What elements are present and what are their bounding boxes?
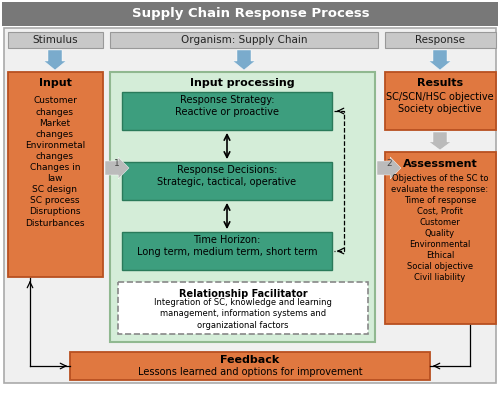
Text: Lessons learned and options for improvement: Lessons learned and options for improvem… <box>138 367 362 377</box>
Bar <box>118 282 368 334</box>
Bar <box>110 32 378 48</box>
Bar <box>2 2 498 26</box>
Text: 2: 2 <box>386 158 392 168</box>
Text: Time Horizon:
Long term, medium term, short term: Time Horizon: Long term, medium term, sh… <box>137 235 318 257</box>
Text: Input: Input <box>38 78 72 88</box>
Polygon shape <box>377 157 401 179</box>
Bar <box>122 162 332 200</box>
Bar <box>70 352 430 380</box>
Bar <box>122 92 332 130</box>
Bar <box>385 32 496 48</box>
Text: Response Decisions:
Strategic, tactical, operative: Response Decisions: Strategic, tactical,… <box>158 165 296 187</box>
Text: 1: 1 <box>114 158 120 168</box>
Bar <box>4 28 496 383</box>
Text: Integration of SC, knowledge and learning
management, information systems and
or: Integration of SC, knowledge and learnin… <box>154 298 332 330</box>
Text: Input processing: Input processing <box>190 78 294 88</box>
Polygon shape <box>105 157 129 179</box>
Bar <box>385 72 496 130</box>
Text: SC/SCN/HSC objective
Society objective: SC/SCN/HSC objective Society objective <box>386 92 494 114</box>
Text: Results: Results <box>417 78 463 88</box>
Bar <box>8 32 103 48</box>
Polygon shape <box>233 50 255 70</box>
Text: Relationship Facilitator: Relationship Facilitator <box>178 289 308 299</box>
Text: Response: Response <box>415 35 465 45</box>
Polygon shape <box>429 50 451 70</box>
Polygon shape <box>44 50 66 70</box>
Bar <box>385 152 496 324</box>
Text: Stimulus: Stimulus <box>32 35 78 45</box>
Text: Response Strategy:
Reactive or proactive: Response Strategy: Reactive or proactive <box>175 95 279 117</box>
Text: Supply Chain Response Process: Supply Chain Response Process <box>132 8 370 21</box>
Bar <box>8 72 103 277</box>
Text: Organism: Supply Chain: Organism: Supply Chain <box>181 35 307 45</box>
Text: Customer
changes
Market
changes
Environmetal
changes
Changes in
law
SC design
SC: Customer changes Market changes Environm… <box>25 97 85 228</box>
Bar <box>110 72 375 342</box>
Text: Feedback: Feedback <box>220 355 280 365</box>
Bar <box>122 232 332 270</box>
Text: Objectives of the SC to
evaluate the response:
Time of response
Cost, Profit
Cus: Objectives of the SC to evaluate the res… <box>392 173 488 282</box>
Text: Assessment: Assessment <box>402 159 477 169</box>
Polygon shape <box>429 132 451 150</box>
